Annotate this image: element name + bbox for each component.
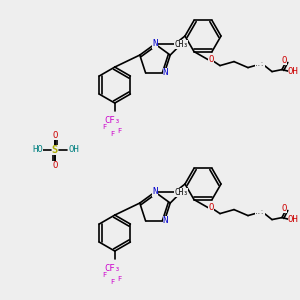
- Text: O: O: [208, 55, 214, 64]
- Text: O: O: [208, 203, 214, 212]
- Text: F: F: [103, 124, 107, 130]
- Text: CF₃: CF₃: [105, 116, 121, 124]
- Text: O: O: [281, 56, 287, 65]
- Text: O: O: [52, 130, 58, 140]
- Text: CH₃: CH₃: [174, 40, 188, 49]
- Text: F: F: [118, 128, 122, 134]
- Text: F: F: [111, 131, 115, 137]
- Text: N: N: [152, 188, 158, 196]
- Text: N: N: [163, 68, 168, 77]
- Text: F: F: [118, 276, 122, 282]
- Text: N: N: [152, 40, 158, 49]
- Text: N: N: [163, 216, 168, 225]
- Text: ···: ···: [255, 63, 265, 68]
- Text: OH: OH: [288, 67, 298, 76]
- Text: OH: OH: [69, 146, 80, 154]
- Text: F: F: [103, 272, 107, 278]
- Text: O: O: [281, 204, 287, 213]
- Text: S: S: [52, 145, 58, 155]
- Text: CF₃: CF₃: [105, 264, 121, 273]
- Text: CH₃: CH₃: [174, 188, 188, 196]
- Text: HO: HO: [33, 146, 44, 154]
- Text: F: F: [111, 279, 115, 285]
- Text: ···: ···: [255, 211, 265, 216]
- Text: O: O: [52, 160, 58, 169]
- Text: OH: OH: [288, 215, 298, 224]
